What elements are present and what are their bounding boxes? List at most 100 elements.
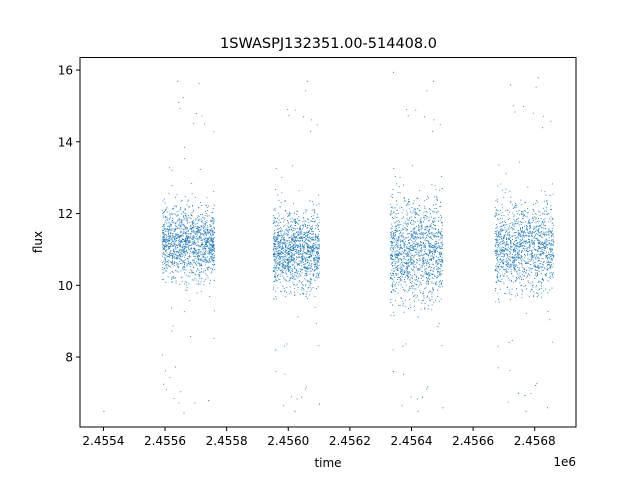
data-point xyxy=(400,247,402,249)
data-point xyxy=(167,264,169,266)
data-point xyxy=(416,197,418,199)
data-point xyxy=(430,291,432,293)
data-point xyxy=(307,234,309,235)
data-point xyxy=(211,228,213,230)
data-point xyxy=(279,258,280,260)
data-point xyxy=(166,217,168,219)
data-point xyxy=(206,237,208,239)
data-point xyxy=(304,238,306,240)
data-point xyxy=(406,109,408,110)
data-point xyxy=(420,308,422,310)
data-point xyxy=(436,272,438,274)
data-point xyxy=(308,239,310,241)
data-point xyxy=(434,249,436,251)
data-point xyxy=(289,265,291,267)
data-point xyxy=(289,280,291,281)
data-point xyxy=(518,232,520,234)
data-point xyxy=(186,218,188,219)
data-point xyxy=(200,281,202,283)
data-point xyxy=(211,271,213,273)
data-point xyxy=(199,264,201,265)
data-point xyxy=(193,260,195,262)
data-point xyxy=(412,245,414,247)
data-point xyxy=(294,265,296,267)
data-point xyxy=(278,245,280,246)
data-point xyxy=(414,239,416,241)
data-point xyxy=(398,254,400,256)
data-point xyxy=(436,261,437,263)
data-point xyxy=(298,250,300,252)
data-point xyxy=(431,246,433,248)
data-point xyxy=(405,210,407,212)
data-point xyxy=(417,259,419,261)
data-point xyxy=(529,230,531,232)
data-point xyxy=(498,233,499,235)
data-point xyxy=(426,260,428,262)
data-point xyxy=(304,256,306,258)
data-point xyxy=(273,269,275,271)
data-point xyxy=(421,293,423,295)
data-point xyxy=(498,164,500,166)
data-point xyxy=(301,246,303,247)
data-point xyxy=(194,233,196,235)
data-point xyxy=(292,256,294,258)
data-point xyxy=(212,269,214,271)
data-point xyxy=(318,258,320,260)
data-point xyxy=(287,271,289,273)
data-point xyxy=(317,216,319,218)
data-point xyxy=(435,225,437,227)
data-point xyxy=(179,257,181,259)
data-point xyxy=(193,255,195,257)
data-point xyxy=(285,245,287,247)
data-point xyxy=(418,228,420,230)
data-point xyxy=(431,263,433,265)
data-point xyxy=(416,225,418,227)
data-point xyxy=(213,220,215,222)
data-point xyxy=(547,292,549,294)
data-point xyxy=(277,252,279,254)
data-point xyxy=(428,277,429,279)
data-point xyxy=(298,220,300,221)
data-point xyxy=(169,230,171,232)
data-point xyxy=(430,212,432,214)
data-point xyxy=(284,229,286,231)
data-point xyxy=(275,268,277,270)
data-point xyxy=(418,236,419,238)
data-point xyxy=(298,190,300,192)
data-point xyxy=(205,223,207,225)
data-point xyxy=(294,260,296,262)
data-point xyxy=(309,240,310,242)
data-point xyxy=(420,241,422,243)
data-point xyxy=(304,263,306,265)
data-point xyxy=(547,232,549,234)
data-point xyxy=(281,248,283,250)
data-point xyxy=(186,221,188,223)
data-point xyxy=(280,256,282,258)
data-point xyxy=(281,272,283,274)
data-point xyxy=(274,233,276,235)
data-point xyxy=(162,272,164,274)
data-point xyxy=(510,240,511,242)
data-point xyxy=(278,264,280,265)
data-point xyxy=(427,295,428,297)
data-point xyxy=(304,274,306,276)
data-point xyxy=(282,238,284,240)
data-point xyxy=(394,247,396,249)
data-point xyxy=(285,273,287,275)
data-point xyxy=(417,213,419,215)
data-point xyxy=(180,242,182,244)
data-point xyxy=(395,257,397,258)
data-point xyxy=(416,398,418,400)
data-point xyxy=(283,263,285,265)
data-point xyxy=(207,251,209,253)
data-point xyxy=(193,260,195,262)
data-point xyxy=(309,229,311,231)
data-point xyxy=(435,189,437,191)
data-point xyxy=(195,242,197,244)
data-point xyxy=(501,278,503,280)
data-point xyxy=(441,273,443,275)
data-point xyxy=(185,246,187,248)
data-point xyxy=(167,222,169,224)
data-point xyxy=(415,212,417,214)
data-point xyxy=(495,228,497,230)
